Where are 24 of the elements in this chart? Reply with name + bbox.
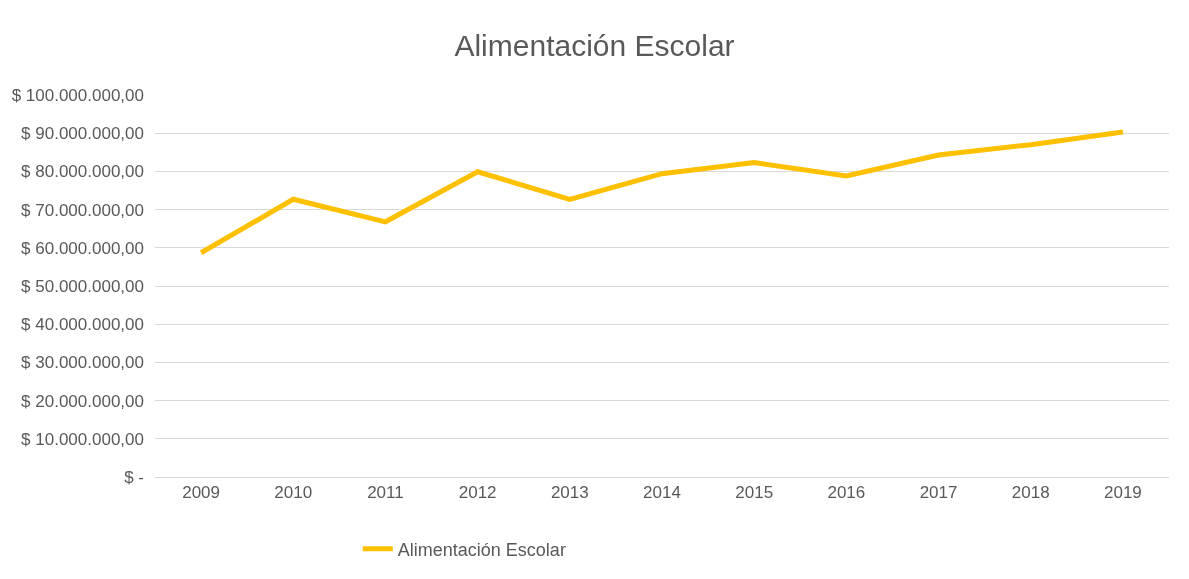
chart-title: Alimentación Escolar: [454, 28, 735, 62]
x-tick-label: 2017: [919, 483, 958, 503]
y-tick-label: $ 10.000.000,00: [21, 429, 144, 449]
y-tick-label: $ 90.000.000,00: [21, 124, 144, 144]
x-tick-label: 2010: [274, 483, 313, 503]
legend-label: Alimentación Escolar: [397, 539, 566, 560]
y-tick-label: $ 50.000.000,00: [21, 276, 144, 296]
x-tick-label: 2009: [182, 483, 220, 503]
y-tick-label: $ 40.000.000,00: [21, 315, 144, 335]
x-tick-label: 2016: [827, 483, 866, 503]
y-tick-label: $ 70.000.000,00: [21, 200, 144, 220]
y-tick-label: $ 20.000.000,00: [21, 391, 144, 411]
x-tick-label: 2014: [643, 483, 681, 503]
x-tick-label: 2018: [1011, 483, 1050, 503]
x-tick-label: 2013: [550, 483, 589, 503]
y-tick-label: $ 100.000.000,00: [11, 85, 144, 105]
y-tick-label: $ 30.000.000,00: [21, 353, 144, 373]
y-tick-label: $ 80.000.000,00: [21, 162, 144, 182]
x-tick-label: 2019: [1104, 483, 1142, 503]
y-tick-label: $ 60.000.000,00: [21, 238, 144, 258]
x-tick-label: 2011: [367, 483, 404, 503]
y-tick-label: $ -: [124, 467, 144, 487]
x-tick-label: 2012: [458, 483, 497, 503]
x-tick-label: 2015: [735, 483, 774, 503]
